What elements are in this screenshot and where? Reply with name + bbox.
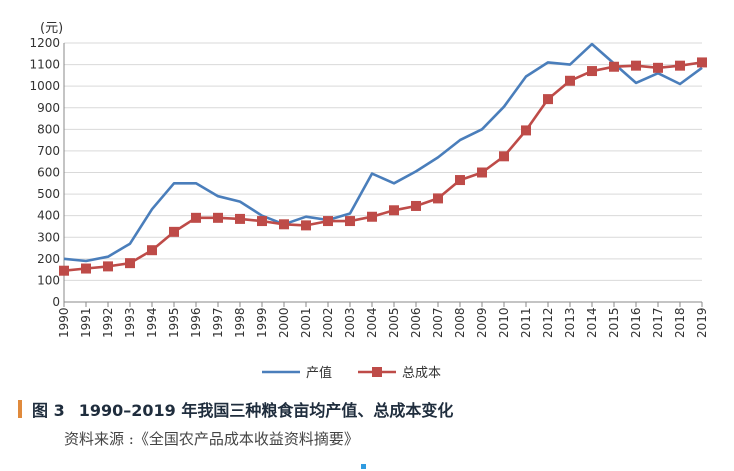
x-tick-label-2017: 2017 bbox=[651, 307, 665, 338]
y-tick-label-400: 400 bbox=[37, 209, 60, 223]
data-point-1-1996 bbox=[191, 212, 201, 223]
x-tick-label-1992: 1992 bbox=[101, 307, 115, 338]
x-tick-label-2002: 2002 bbox=[321, 307, 335, 338]
data-point-1-1993 bbox=[125, 258, 135, 269]
figure-label: 图 3 bbox=[32, 401, 65, 420]
data-point-1-2009 bbox=[477, 167, 487, 178]
data-point-1-2019 bbox=[697, 57, 707, 68]
y-tick-label-900: 900 bbox=[37, 101, 60, 115]
data-point-1-2003 bbox=[345, 216, 355, 227]
x-tick-label-2005: 2005 bbox=[387, 307, 401, 338]
x-tick-label-2016: 2016 bbox=[629, 307, 643, 338]
data-point-1-2005 bbox=[389, 205, 399, 216]
x-tick-label-1999: 1999 bbox=[255, 307, 269, 338]
data-point-1-1991 bbox=[81, 263, 91, 274]
y-tick-label-800: 800 bbox=[37, 122, 60, 136]
data-point-1-1999 bbox=[257, 216, 267, 227]
x-tick-label-1990: 1990 bbox=[57, 307, 71, 338]
x-tick-label-2007: 2007 bbox=[431, 307, 445, 338]
x-tick-label-1995: 1995 bbox=[167, 307, 181, 338]
series-line-0 bbox=[63, 42, 703, 263]
data-point-1-2015 bbox=[609, 61, 619, 72]
x-tick-label-2013: 2013 bbox=[563, 307, 577, 338]
x-tick-label-1998: 1998 bbox=[233, 307, 247, 338]
x-tick-label-2014: 2014 bbox=[585, 307, 599, 338]
data-point-1-2014 bbox=[587, 66, 597, 77]
source-note: 资料来源 :《全国农产品成本收益资料摘要》 bbox=[64, 430, 359, 448]
y-tick-label-600: 600 bbox=[37, 166, 60, 180]
x-tick-label-2004: 2004 bbox=[365, 307, 379, 338]
data-point-1-2011 bbox=[521, 125, 531, 136]
legend-label-0: 产值 bbox=[306, 365, 332, 381]
y-tick-label-1000: 1000 bbox=[29, 79, 60, 93]
data-point-1-2006 bbox=[411, 200, 421, 211]
data-point-1-2013 bbox=[565, 75, 575, 86]
x-tick-label-2011: 2011 bbox=[519, 307, 533, 338]
data-point-1-1998 bbox=[235, 213, 245, 224]
figure-caption: 图 3 1990–2019 年我国三种粮食亩均产值、总成本变化 bbox=[18, 398, 453, 420]
x-tick-label-2012: 2012 bbox=[541, 307, 555, 338]
x-tick-label-2006: 2006 bbox=[409, 307, 423, 338]
y-tick-label-300: 300 bbox=[37, 230, 60, 244]
data-point-1-2001 bbox=[301, 220, 311, 231]
y-tick-label-200: 200 bbox=[37, 252, 60, 266]
x-tick-label-1993: 1993 bbox=[123, 307, 137, 338]
x-tick-label-1996: 1996 bbox=[189, 307, 203, 338]
data-point-1-2007 bbox=[433, 193, 443, 204]
data-point-1-1997 bbox=[213, 212, 223, 223]
x-tick-label-2019: 2019 bbox=[695, 307, 709, 338]
legend: 产值 总成本 bbox=[262, 365, 441, 381]
x-tick-label-1997: 1997 bbox=[211, 307, 225, 338]
line-chart: (元) 0 100 200 300 400 500 600 700 800 900 1000 1100 1… bbox=[29, 21, 709, 381]
legend-marker-1 bbox=[372, 367, 382, 377]
x-tick-label-2018: 2018 bbox=[673, 307, 687, 338]
caption-accent-bar bbox=[18, 400, 22, 418]
page-indicator-dot bbox=[361, 464, 366, 469]
figure-title: 1990–2019 年我国三种粮食亩均产值、总成本变化 bbox=[78, 401, 454, 420]
data-point-1-1990 bbox=[59, 265, 69, 276]
x-tick-label-2010: 2010 bbox=[497, 307, 511, 338]
legend-label-1: 总成本 bbox=[402, 366, 441, 381]
axes: (元) 0 100 200 300 400 500 600 700 800 900 1000 1100 1… bbox=[29, 21, 709, 338]
y-tick-label-1200: 1200 bbox=[29, 36, 60, 50]
y-tick-label-0: 0 bbox=[52, 295, 60, 309]
gridlines bbox=[64, 42, 702, 281]
x-tick-label-2001: 2001 bbox=[299, 307, 313, 338]
x-tick-label-1994: 1994 bbox=[145, 307, 159, 338]
y-tick-label-1100: 1100 bbox=[29, 58, 60, 72]
data-point-1-1994 bbox=[147, 245, 157, 256]
data-point-1-2017 bbox=[653, 62, 663, 73]
y-tick-label-100: 100 bbox=[37, 273, 60, 287]
data-point-1-2002 bbox=[323, 216, 333, 227]
y-axis-unit-label: (元) bbox=[40, 21, 63, 36]
x-tick-label-2000: 2000 bbox=[277, 307, 291, 338]
x-tick-label-1991: 1991 bbox=[79, 307, 93, 338]
x-tick-label-2009: 2009 bbox=[475, 307, 489, 338]
series bbox=[59, 42, 707, 276]
data-point-1-1992 bbox=[103, 261, 113, 272]
series-line-1 bbox=[63, 61, 703, 272]
y-tick-label-500: 500 bbox=[37, 187, 60, 201]
data-point-1-2008 bbox=[455, 175, 465, 186]
x-tick-label-2008: 2008 bbox=[453, 307, 467, 338]
data-point-1-2000 bbox=[279, 219, 289, 230]
y-tick-label-700: 700 bbox=[37, 144, 60, 158]
data-point-1-2012 bbox=[543, 94, 553, 105]
data-point-1-2016 bbox=[631, 60, 641, 71]
x-tick-label-2003: 2003 bbox=[343, 307, 357, 338]
data-point-1-2018 bbox=[675, 60, 685, 71]
x-tick-label-2015: 2015 bbox=[607, 307, 621, 338]
data-point-1-2004 bbox=[367, 211, 377, 222]
data-point-1-2010 bbox=[499, 151, 509, 162]
data-point-1-1995 bbox=[169, 226, 179, 237]
